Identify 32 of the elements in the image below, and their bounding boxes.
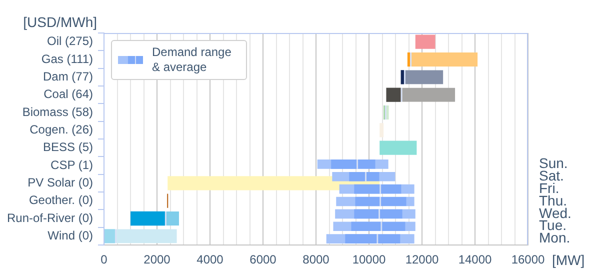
x-tick-label: 0 (100, 252, 108, 267)
bar (104, 229, 116, 244)
y-tick-label: Wind (0) (48, 228, 93, 242)
bar (380, 123, 384, 138)
y-tick-label: Coal (64) (44, 87, 93, 102)
y-tick-label: PV Solar (0) (28, 175, 93, 190)
x-axis-title: [MW] (552, 252, 585, 268)
bar (400, 70, 404, 84)
x-tick-label: 12000 (405, 252, 440, 267)
bar (130, 211, 165, 226)
x-tick-label: 6000 (250, 252, 277, 267)
x-tick-label: 14000 (458, 252, 492, 267)
x-tick-label: 8000 (302, 252, 330, 267)
y-tick-label: Dam (77) (42, 69, 93, 84)
x-tick-label: 4000 (196, 252, 224, 267)
y-tick-label: Biomass (58) (22, 104, 94, 119)
y-tick-label: Oil (275) (46, 34, 93, 48)
bar (415, 34, 436, 49)
y-tick-label: Run-of-River (0) (6, 210, 94, 225)
y-axis-title: [USD/MWh] (23, 14, 97, 30)
bar (386, 88, 401, 102)
x-tick-label: 16000 (511, 252, 546, 267)
bar (380, 140, 417, 155)
y-tick-label: CSP (1) (50, 158, 93, 172)
y-tick-label: Gas (111) (41, 52, 93, 66)
x-tick-label: 2000 (144, 252, 171, 267)
text: Demand range & average (152, 45, 232, 75)
y-tick-label: Geother. (0) (28, 193, 94, 208)
y-tick-label: Cogen. (26) (30, 122, 93, 136)
x-tick-label: 10000 (352, 252, 386, 267)
y-tick-label: BESS (5) (42, 140, 94, 154)
bar (407, 52, 410, 67)
